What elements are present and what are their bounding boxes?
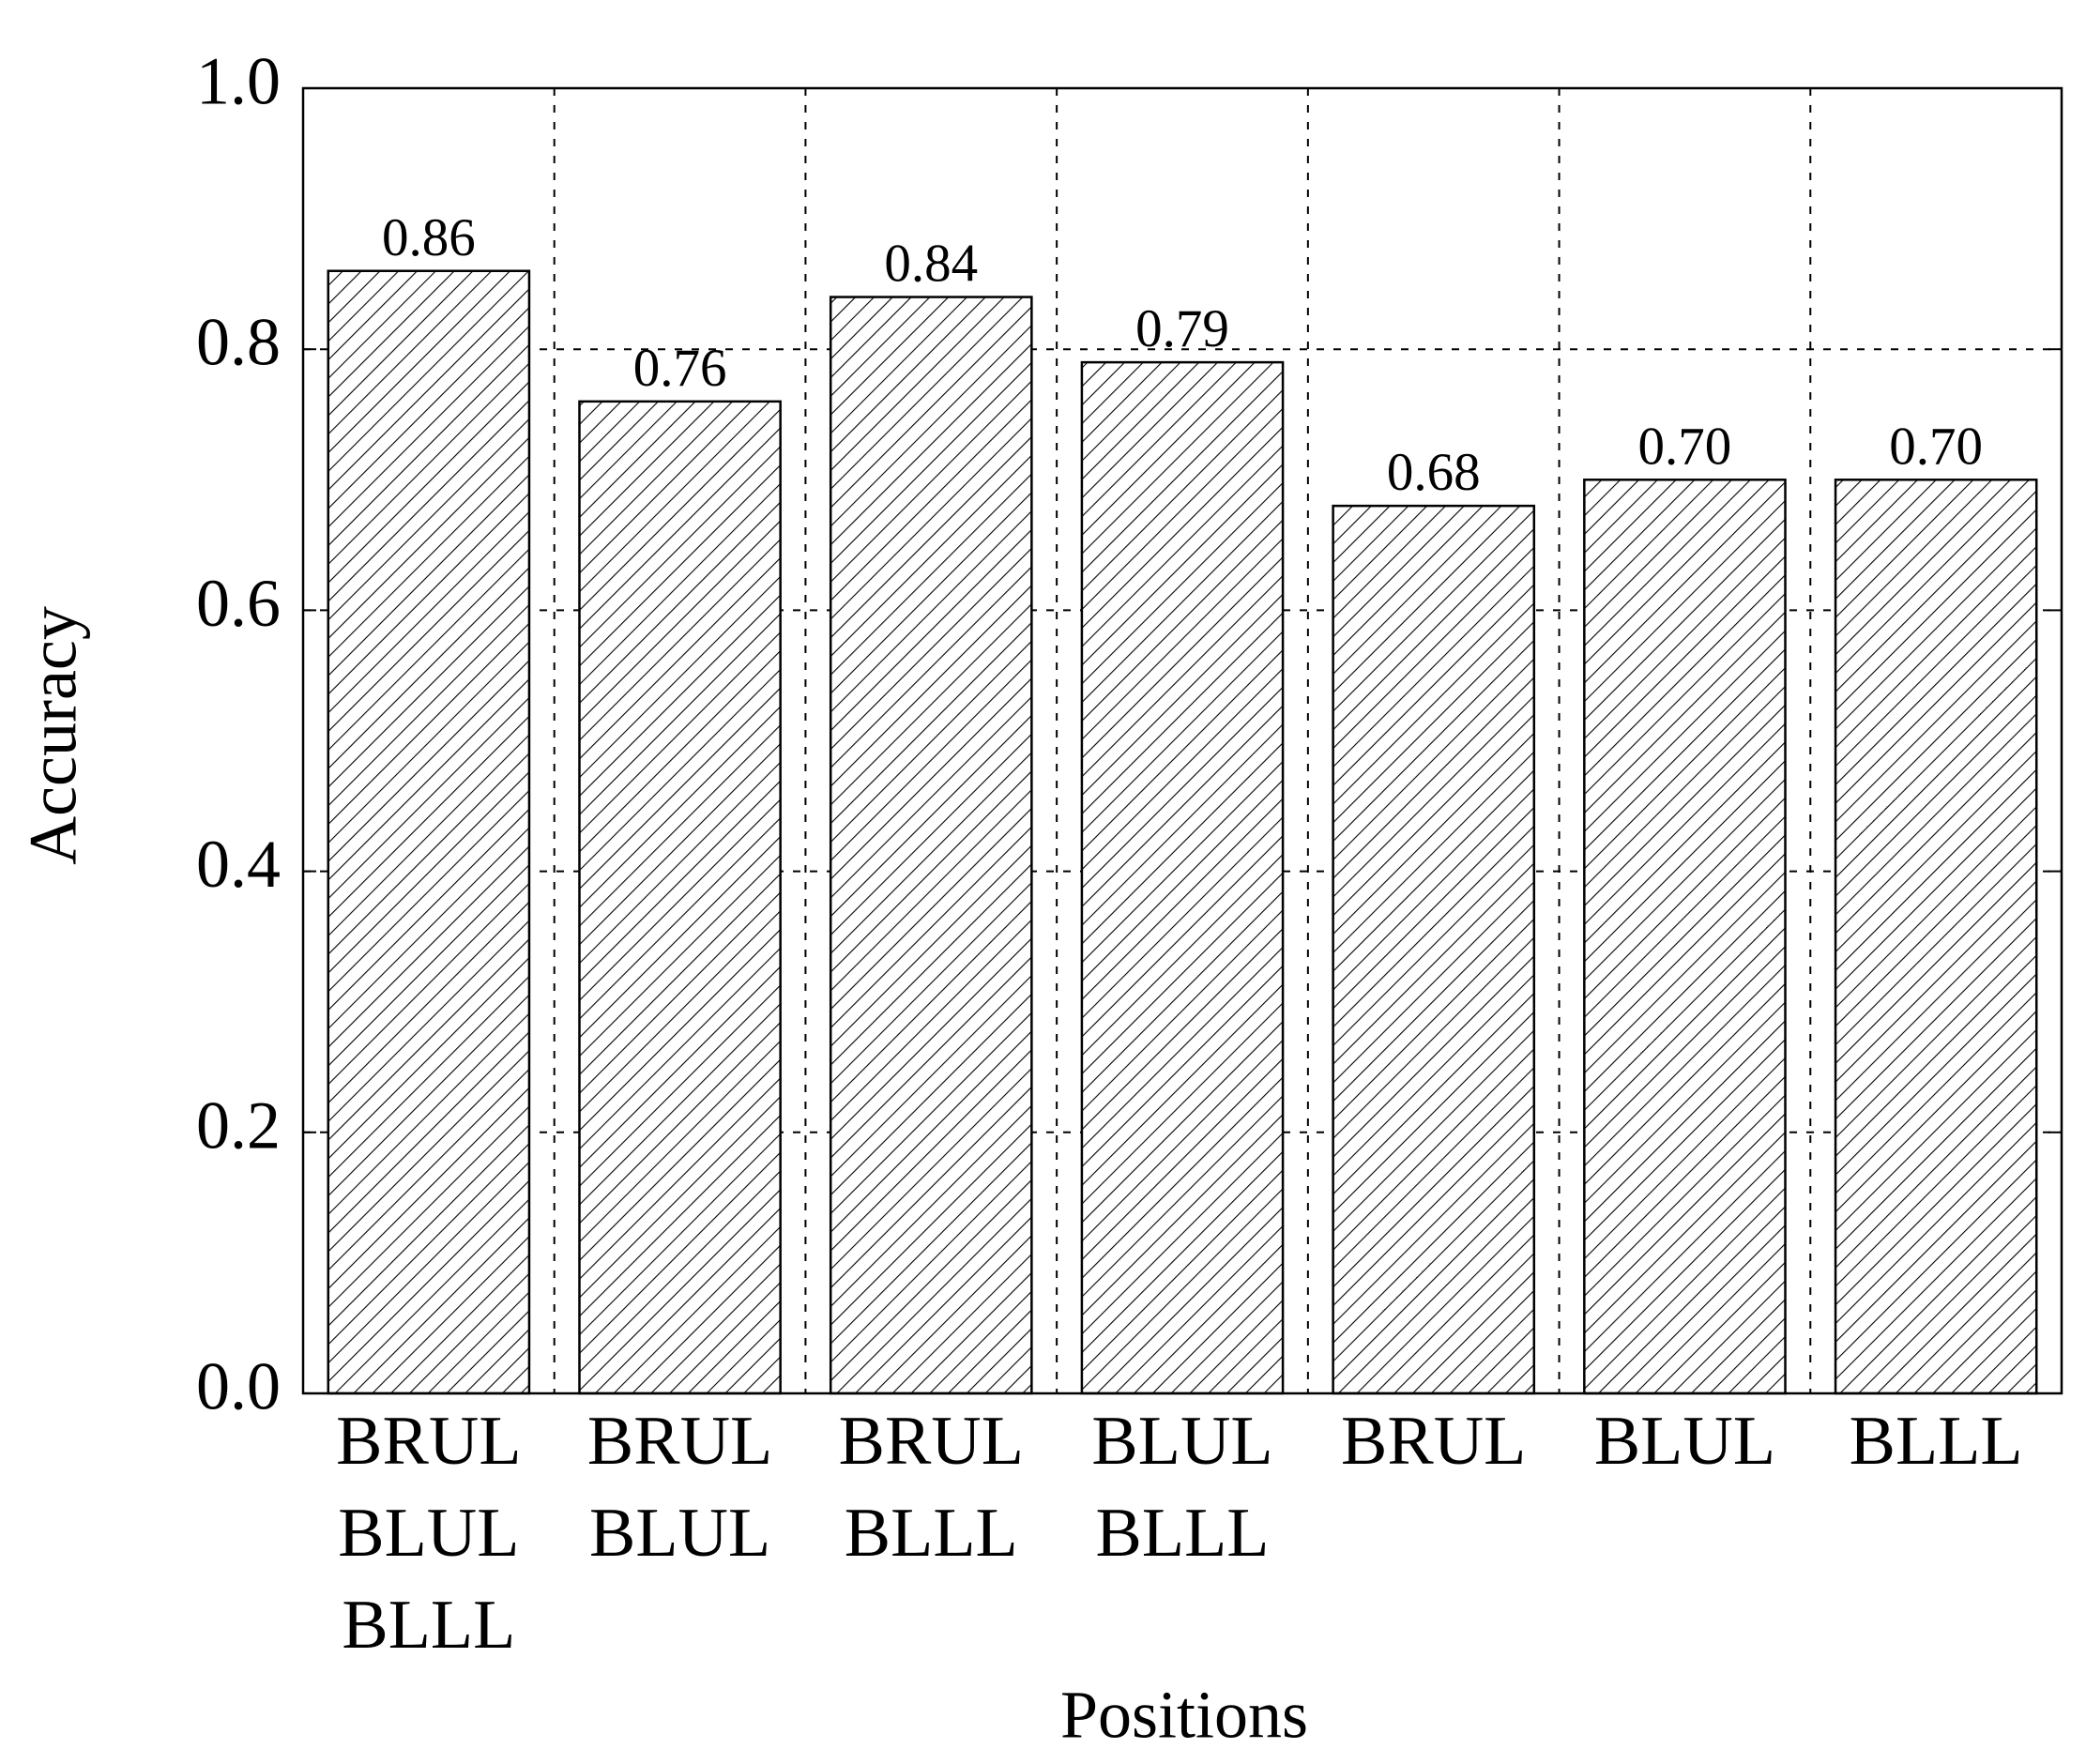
x-tick-label: BRUL <box>587 1403 772 1480</box>
value-label: 0.84 <box>884 235 978 294</box>
x-tick-label: BLUL <box>1091 1403 1272 1480</box>
value-label: 0.76 <box>633 339 727 398</box>
y-tick-label: 1.0 <box>196 44 281 119</box>
bar <box>578 400 782 1395</box>
bar <box>1834 479 2038 1395</box>
x-tick-label: BLLL <box>845 1495 1018 1572</box>
value-label: 0.70 <box>1889 417 1983 476</box>
x-tick-label: BLUL <box>1594 1403 1775 1480</box>
y-tick-label: 0.2 <box>196 1087 281 1163</box>
y-tick-label: 0.8 <box>196 305 281 380</box>
plot-frame <box>301 86 2063 1395</box>
value-label: 0.68 <box>1387 443 1481 502</box>
x-tick-label: BLLL <box>1096 1495 1270 1572</box>
bar <box>1332 504 1536 1395</box>
y-tick-label: 0.0 <box>196 1349 281 1424</box>
bar <box>1080 360 1285 1395</box>
x-tick-label: BRUL <box>336 1403 521 1480</box>
value-label: 0.86 <box>382 208 476 267</box>
y-axis-title: Accuracy <box>16 606 91 865</box>
x-tick-label: BRUL <box>839 1403 1024 1480</box>
bar <box>829 296 1033 1395</box>
value-label: 0.70 <box>1638 417 1732 476</box>
x-axis-title: Positions <box>1060 1678 1308 1753</box>
x-tick-label: BLUL <box>589 1495 770 1572</box>
y-tick-label: 0.6 <box>196 566 281 641</box>
x-tick-label: BLLL <box>342 1587 515 1664</box>
x-tick-label: BLUL <box>338 1495 519 1572</box>
bar <box>1583 479 1787 1395</box>
bar <box>327 269 531 1395</box>
value-label: 0.79 <box>1135 299 1229 358</box>
x-tick-label: BRUL <box>1341 1403 1526 1480</box>
y-tick-label: 0.4 <box>196 827 281 902</box>
x-tick-label: BLLL <box>1850 1403 2023 1480</box>
